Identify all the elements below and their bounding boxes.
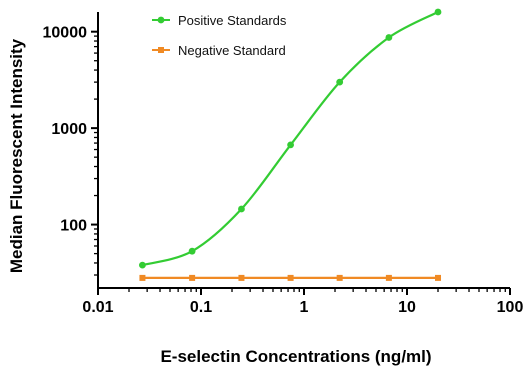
data-point xyxy=(238,205,245,213)
legend-label: Negative Standard xyxy=(178,43,286,58)
y-tick-label: 10000 xyxy=(43,25,88,42)
axes: 0.01 0.1 1 10 100 100 1000 10000 xyxy=(43,12,524,316)
y-tick-label: 1000 xyxy=(51,121,87,138)
legend-entry: Negative Standard xyxy=(152,43,286,58)
data-point xyxy=(238,274,245,281)
series-positive-standards xyxy=(139,8,442,269)
series-negative-standard xyxy=(139,274,442,281)
legend-marker xyxy=(158,47,164,53)
data-point xyxy=(189,274,196,281)
legend-label: Positive Standards xyxy=(178,13,287,28)
series-layer xyxy=(139,8,442,281)
x-tick-label: 10 xyxy=(398,299,416,316)
data-point xyxy=(287,274,294,281)
data-point xyxy=(385,34,393,41)
x-tick-label: 0.01 xyxy=(82,299,113,316)
y-axis-title: Median Fluorescent Intensity xyxy=(7,38,26,273)
data-point xyxy=(336,274,343,281)
x-axis-title: E-selectin Concentrations (ng/ml) xyxy=(160,347,431,366)
data-point xyxy=(385,274,392,281)
legend: Positive Standards Negative Standard xyxy=(152,13,287,58)
data-point xyxy=(336,78,344,86)
data-point xyxy=(139,261,146,269)
data-point xyxy=(435,274,442,281)
x-tick-label: 1 xyxy=(300,299,309,316)
x-tick-label: 0.1 xyxy=(190,299,212,316)
data-point xyxy=(434,8,442,16)
data-point xyxy=(287,141,294,149)
data-point xyxy=(188,247,196,255)
legend-entry: Positive Standards xyxy=(152,13,287,28)
x-tick-label: 100 xyxy=(497,299,524,316)
y-tick-label: 100 xyxy=(60,218,87,235)
data-point xyxy=(139,274,146,281)
legend-marker xyxy=(157,16,165,24)
